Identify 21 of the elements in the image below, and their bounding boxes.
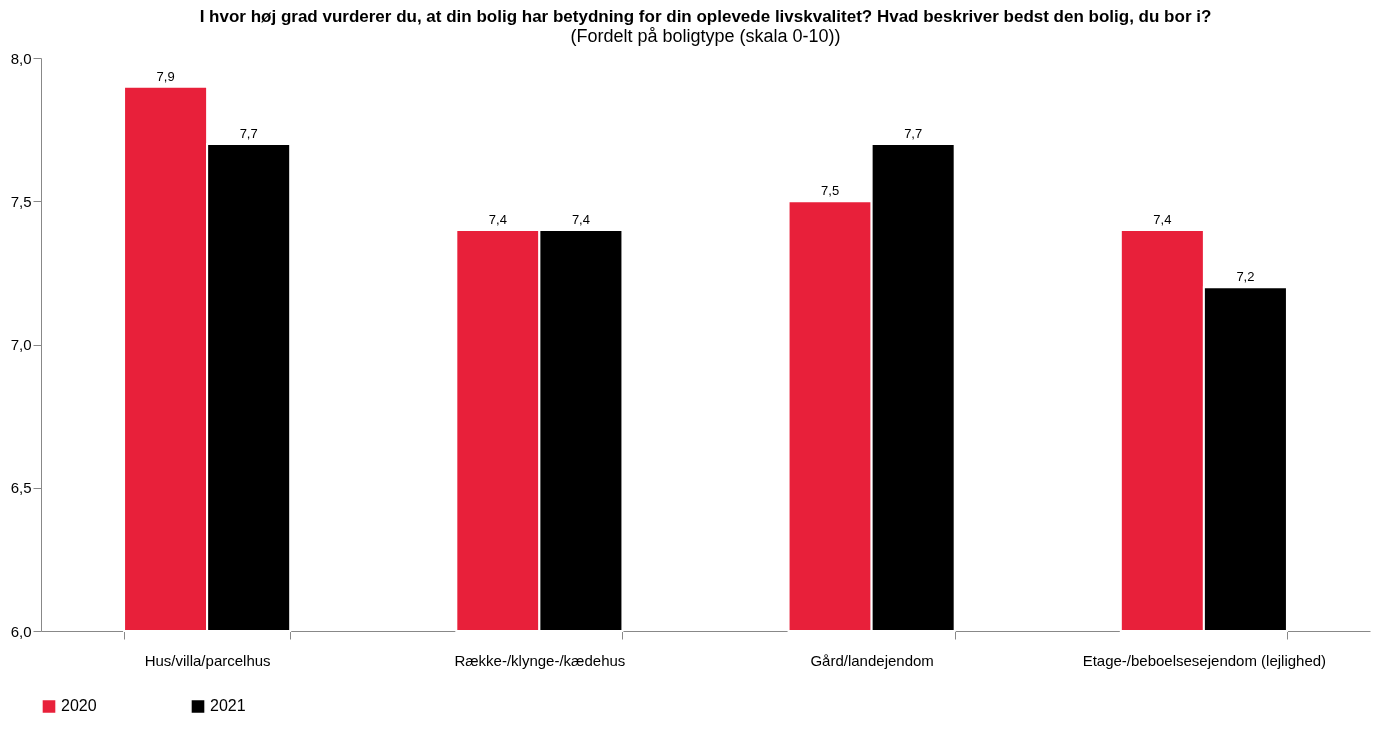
y-tick-label: 7,5 [10,192,32,210]
data-label: 7,4 [1153,211,1172,227]
chart-subtitle: (Fordelt på boligtype (skala 0-10)) [570,26,841,46]
y-tick-label: 6,0 [10,622,32,640]
data-label: 7,7 [239,125,258,141]
legend-label: 2021 [210,697,246,715]
data-label: 7,9 [156,68,175,84]
x-tick-label: Etage-/beboelsesejendom (lejlighed) [1082,651,1327,669]
y-tick-label: 8,0 [10,49,32,67]
y-tick-label: 6,5 [10,479,32,497]
chart-title: I hvor høj grad vurderer du, at din bolig har betydning for din oplevede livskvalitet? Hvad beskriver bedst den bolig, du bor i? [199,7,1212,26]
data-label: 7,7 [904,125,923,141]
legend-label: 2020 [61,697,97,715]
data-label: 7,2 [1236,269,1255,285]
data-label: 7,5 [821,183,840,199]
x-tick-label: Række-/klynge-/kædehus [454,651,626,669]
data-label: 7,4 [488,211,507,227]
data-label: 7,4 [571,211,590,227]
y-tick-label: 7,0 [10,336,32,353]
x-tick-label: Hus/villa/parcelhus [144,651,271,669]
x-tick-label: Gård/landejendom [810,651,934,669]
